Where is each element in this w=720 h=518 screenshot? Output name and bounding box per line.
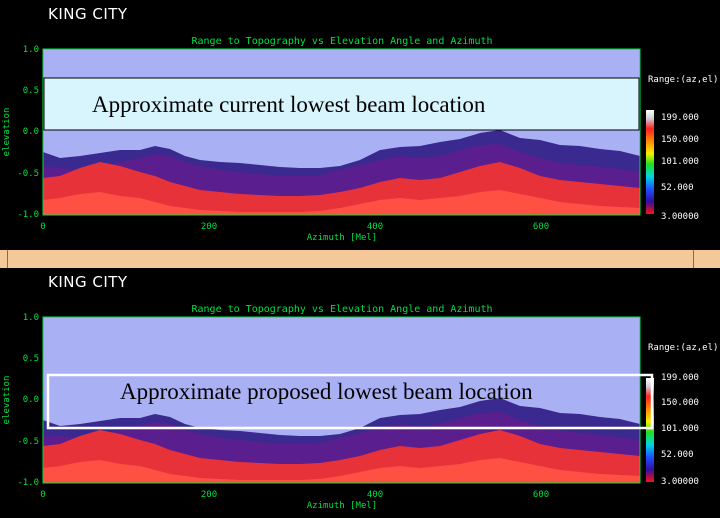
colorbar-label: 199.000 [661, 373, 699, 383]
y-axis-label: elevation [2, 108, 12, 157]
bottom-chart-svg: KING CITY Range to Topography vs Elevati… [2, 273, 718, 511]
x-tick-label: 400 [367, 490, 383, 500]
x-tick-label: 0 [40, 490, 45, 500]
plot-area [42, 48, 641, 216]
plot-frame [42, 48, 641, 216]
colorbar-label: 52.000 [661, 183, 694, 193]
y-tick-label: 0.0 [23, 395, 39, 405]
colorbar-label: 3.00000 [661, 212, 699, 222]
x-axis: 0 200 400 600 [40, 490, 549, 500]
top-chart-panel: KING CITY Range to Topography vs Elevati… [0, 0, 720, 250]
colorbar-gradient [646, 378, 654, 482]
y-axis-label: elevation [2, 376, 12, 425]
y-tick-label: -0.5 [17, 169, 39, 179]
beam-annotation: Approximate proposed lowest beam locatio… [46, 373, 654, 430]
y-tick-label: 1.0 [23, 313, 39, 323]
beam-annotation-box [43, 77, 640, 131]
y-tick-label: -1.0 [17, 478, 39, 488]
nearest-terrain-band [43, 190, 640, 215]
colorbar-label: 52.000 [661, 450, 694, 460]
nearest-terrain-band [43, 458, 640, 483]
beam-annotation-text: Approximate proposed lowest beam locatio… [120, 379, 533, 404]
y-tick-label: 0.5 [23, 86, 39, 96]
y-tick-label: 1.0 [23, 45, 39, 55]
x-tick-label: 600 [533, 222, 549, 232]
x-tick-label: 200 [201, 222, 217, 232]
x-axis-label: Azimuth [Mel] [307, 501, 377, 511]
separator-tick [7, 250, 8, 268]
plot-title: Range to Topography vs Elevation Angle a… [191, 36, 492, 47]
y-tick-label: -0.5 [17, 437, 39, 447]
colorbar: Range:(az,el) 199.000 150.000 101.000 52… [646, 75, 718, 222]
y-tick-label: 0.0 [23, 127, 39, 137]
station-name: KING CITY [48, 273, 128, 291]
beam-annotation-box [46, 373, 654, 430]
x-tick-label: 200 [201, 490, 217, 500]
x-tick-label: 600 [533, 490, 549, 500]
colorbar-title: Range:(az,el) [648, 75, 718, 85]
colorbar-label: 101.000 [661, 157, 699, 167]
y-tick-label: -1.0 [17, 210, 39, 220]
colorbar-title: Range:(az,el) [648, 343, 718, 353]
x-axis-label: Azimuth [Mel] [307, 233, 377, 243]
x-tick-label: 0 [40, 222, 45, 232]
x-axis: 0 200 400 600 [40, 222, 549, 232]
station-name: KING CITY [48, 5, 128, 23]
beam-annotation-text: Approximate current lowest beam location [92, 92, 486, 117]
plot-area [42, 316, 641, 484]
y-axis: 1.0 0.5 0.0 -0.5 -1.0 [17, 45, 39, 220]
colorbar-label: 150.000 [661, 135, 699, 145]
plot-title: Range to Topography vs Elevation Angle a… [191, 304, 492, 315]
bottom-chart-panel: KING CITY Range to Topography vs Elevati… [0, 268, 720, 518]
x-tick-label: 400 [367, 222, 383, 232]
colorbar-label: 150.000 [661, 398, 699, 408]
colorbar-label: 199.000 [661, 113, 699, 123]
colorbar-gradient [646, 110, 654, 214]
colorbar-label: 3.00000 [661, 477, 699, 487]
plot-frame [42, 316, 641, 484]
colorbar: Range:(az,el) 199.000 150.000 101.000 52… [646, 343, 718, 487]
colorbar-label: 101.000 [661, 424, 699, 434]
y-axis: 1.0 0.5 0.0 -0.5 -1.0 [17, 313, 39, 488]
top-chart-svg: KING CITY Range to Topography vs Elevati… [2, 5, 718, 243]
panel-separator [0, 250, 720, 268]
beam-annotation: Approximate current lowest beam location [43, 77, 640, 131]
y-tick-label: 0.5 [23, 354, 39, 364]
separator-tick [693, 250, 694, 268]
